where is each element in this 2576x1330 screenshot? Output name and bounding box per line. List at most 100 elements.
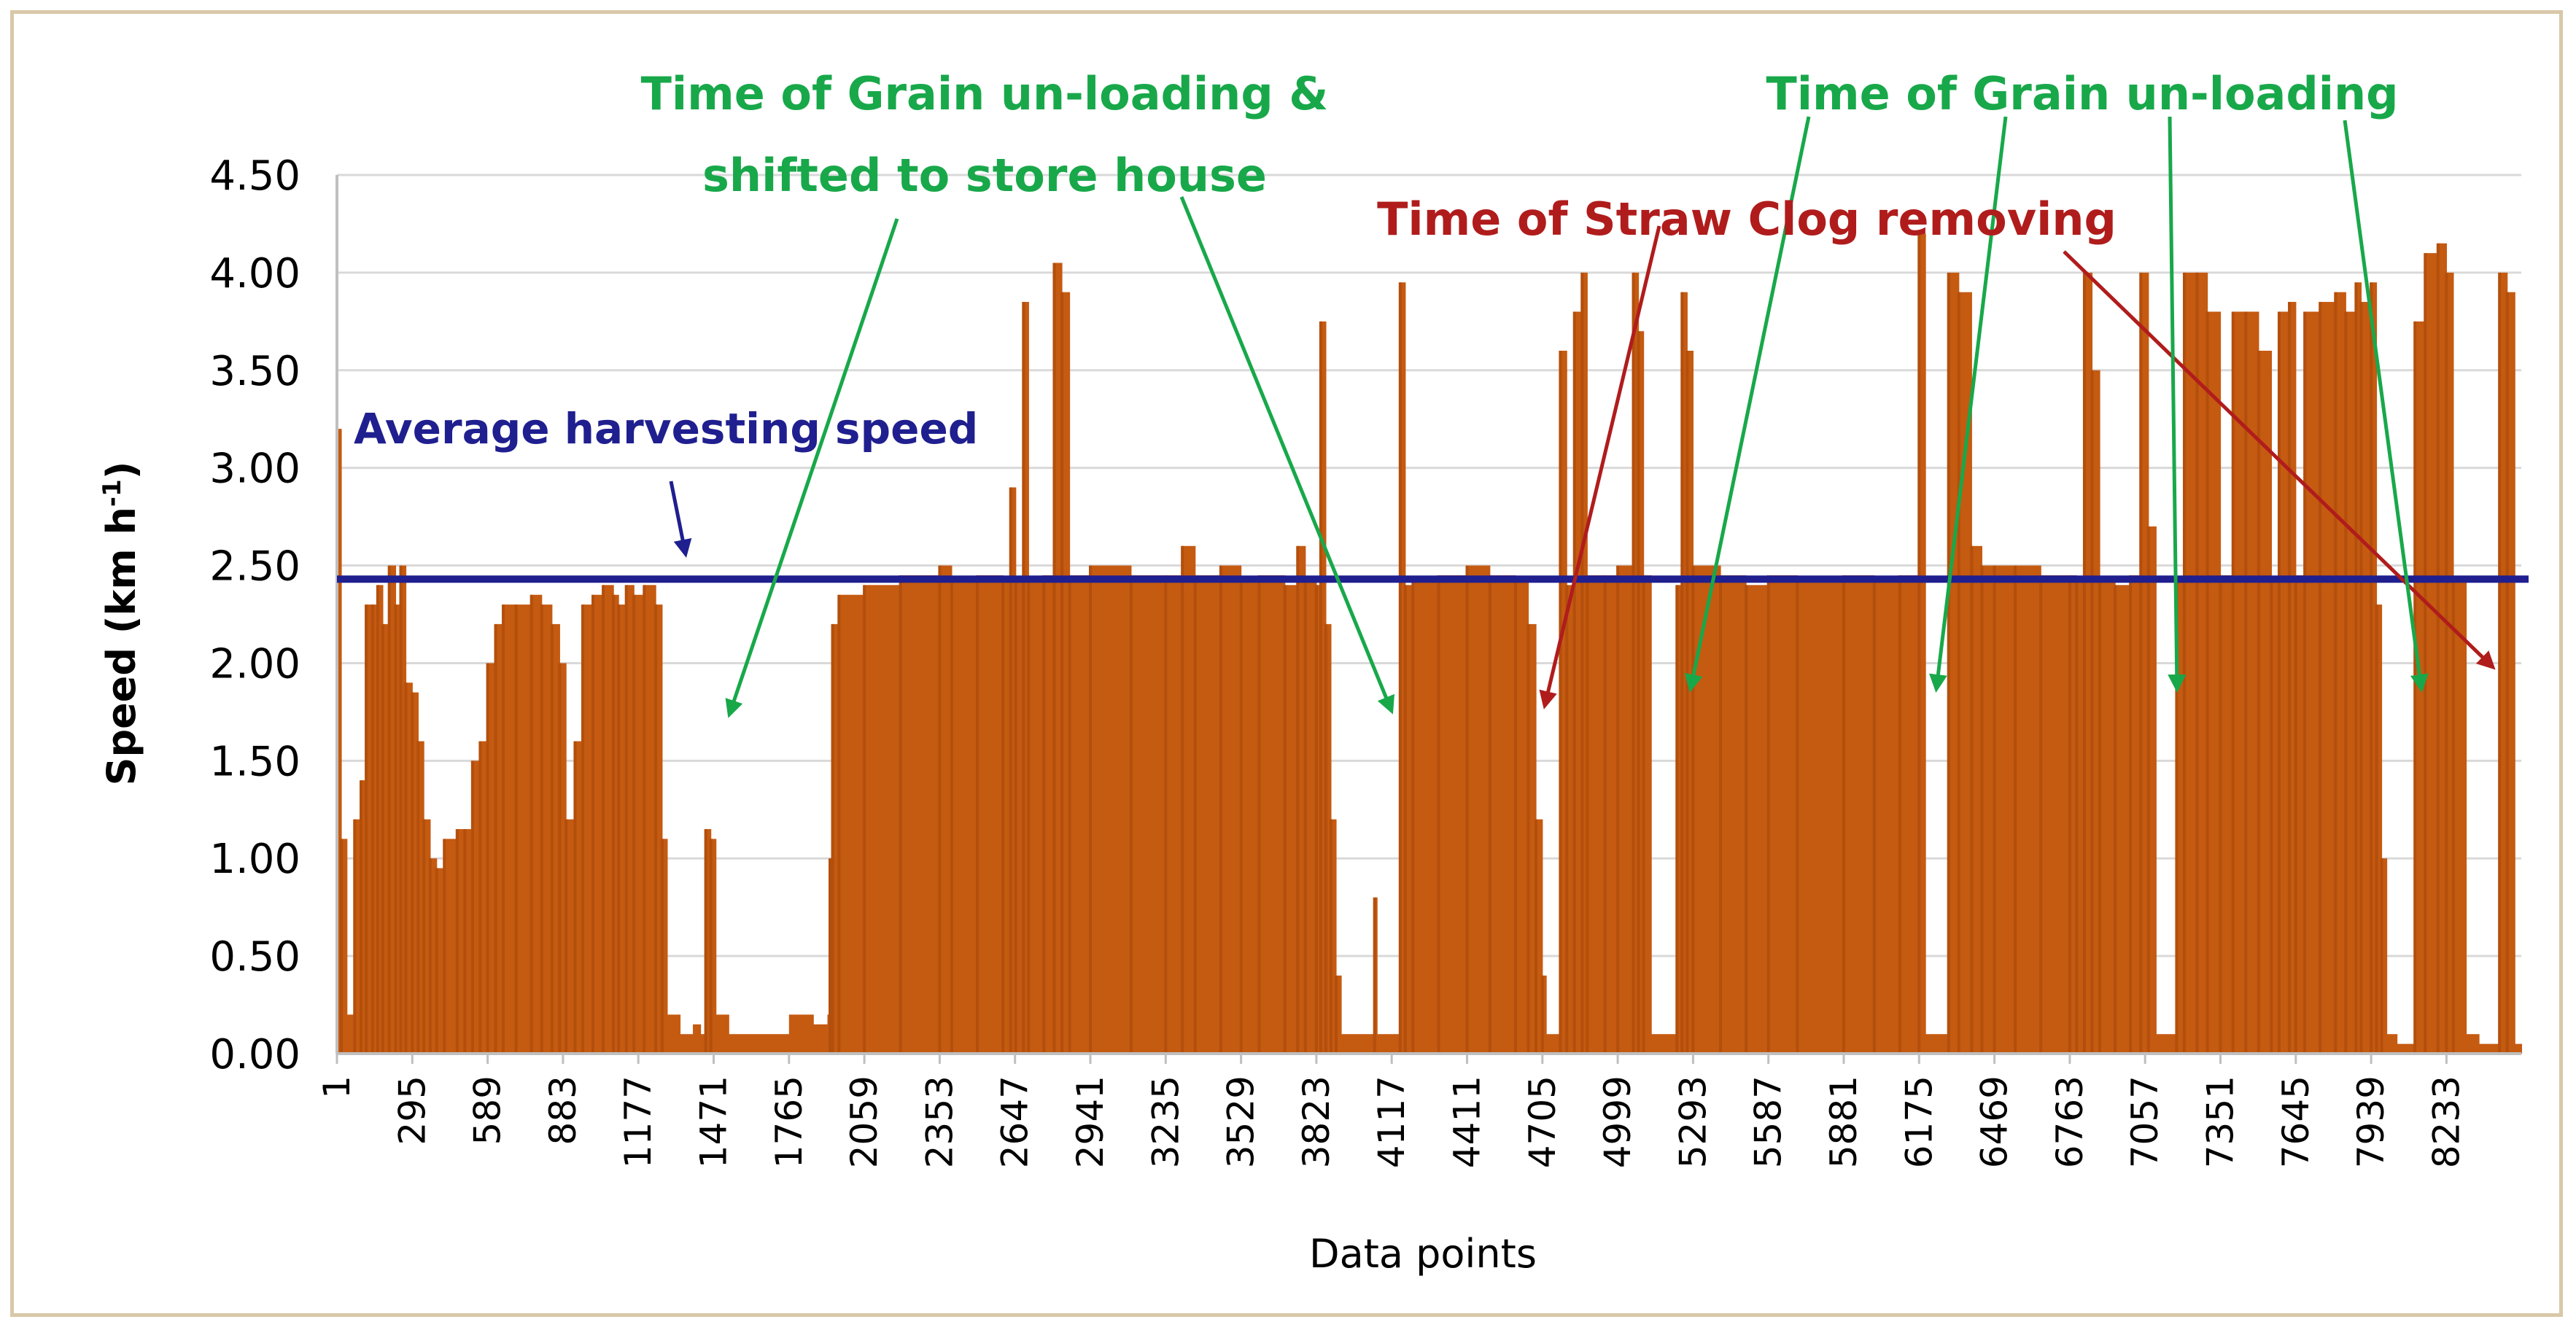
speed-spike [2114,585,2117,1054]
x-tick-label: 4411 [1446,1076,1489,1168]
grain-shift-label-line2: shifted to store house [702,149,1267,202]
speed-bar [1669,1034,1677,1054]
speed-bar [1182,545,1196,1054]
speed-spike [463,829,467,1054]
speed-spike [1745,585,1748,1054]
speed-spike [1718,575,1722,1054]
x-axis-label: Data points [1309,1231,1537,1277]
speed-bar [1023,302,1029,1054]
speed-bar [1305,580,1317,1054]
speed-spike [1580,272,1584,1054]
speed-bar [559,663,567,1054]
speed-bar [2092,370,2100,1054]
speed-spike [514,604,518,1054]
speed-bar [1797,580,1844,1054]
chart-frame [10,10,2563,1317]
speed-spike [1129,575,1133,1054]
straw-clog-label: Time of Straw Clog removing [1377,192,2117,246]
speed-spike [2175,580,2179,1054]
x-tick-label: 883 [542,1076,584,1145]
x-tick-label: 3529 [1220,1076,1262,1168]
speed-spike [1535,819,1538,1054]
speed-spike [1411,580,1415,1054]
y-axis-label-sup: -1 [98,479,127,507]
speed-bar [741,1034,760,1054]
speed-bar [656,604,663,1054]
speed-bar [1982,565,1995,1054]
speed-bar [772,1034,790,1054]
speed-bar [337,429,342,1054]
y-tick-label: 4.50 [209,152,300,200]
speed-bar [1720,575,1747,1054]
speed-bar [457,829,465,1054]
speed-bar [412,692,419,1054]
annotation-arrows [669,116,2496,718]
speed-bar [1515,580,1529,1054]
speed-spike [2270,580,2273,1054]
speed-bar [1297,545,1306,1054]
speed-bar [1948,272,1960,1054]
speed-spike [360,780,363,1054]
y-tick-label: 3.00 [209,446,300,493]
axes [335,175,2521,1055]
speed-bar [2489,1043,2500,1054]
speed-spike [2139,272,2143,1054]
speed-bar [444,839,458,1054]
x-tick-label: 6175 [1898,1076,1940,1168]
speed-bar [2381,858,2388,1054]
speed-spike [1616,565,1620,1054]
speed-spike [1219,565,1222,1054]
speed-spike [2498,272,2502,1054]
speed-spike [486,663,489,1054]
speed-bar [1044,575,1055,1054]
speed-spike [1980,565,1984,1054]
x-tick-label: 1765 [768,1076,810,1168]
speed-spike [411,692,414,1054]
x-tick-label: 7057 [2124,1076,2166,1168]
speed-bar [1061,292,1071,1054]
y-axis-label-close: ) [98,462,144,480]
speed-bar [1394,1034,1401,1054]
speed-spike [1164,575,1168,1054]
speed-spike [1257,575,1261,1054]
speed-spike [704,829,707,1054]
speed-bar [1028,580,1045,1054]
speed-bar [823,1024,829,1054]
speed-bar [1768,575,1799,1054]
speed-bar [2156,1034,2165,1054]
speed-spike [2445,272,2448,1054]
x-tick-label: 2353 [918,1076,961,1168]
grain-arrow-3 [2168,116,2187,693]
speed-spike [643,585,646,1054]
x-tick-label: 3823 [1295,1076,1338,1168]
speed-spike [381,623,384,1054]
speed-spike [2380,858,2383,1054]
speed-bar [710,839,717,1054]
speed-bar [2148,526,2157,1054]
speed-bar [1284,585,1298,1054]
x-tick-label: 7645 [2275,1076,2317,1168]
speed-bar [1693,565,1721,1054]
speed-spike [1957,292,1960,1054]
speed-spike [1691,565,1695,1054]
grain-arrow-2 [1928,116,2008,693]
speed-bar [2356,282,2362,1054]
speed-bar [2361,302,2372,1054]
x-tick-label: 5881 [1823,1076,1865,1168]
speed-spike [1009,487,1012,1054]
speed-bar [2197,272,2208,1054]
speed-bar [2446,272,2454,1054]
speed-spike [1239,580,1243,1054]
speed-spike [591,594,595,1054]
speed-bar [1467,565,1491,1054]
y-tick-label: 0.00 [209,1031,300,1078]
speed-spike [1465,565,1469,1054]
speed-bar [1582,272,1588,1054]
x-tick-labels: 1 295 589 883 1177 1471 1765 2059 2353 2647 2941 32… [316,1054,2467,1168]
speed-bar [566,819,576,1054]
speed-spike [2205,311,2209,1054]
speed-spike [2505,292,2509,1054]
speed-spike [1872,580,1876,1054]
speed-spike [1334,975,1338,1054]
speed-bar [2335,292,2346,1054]
